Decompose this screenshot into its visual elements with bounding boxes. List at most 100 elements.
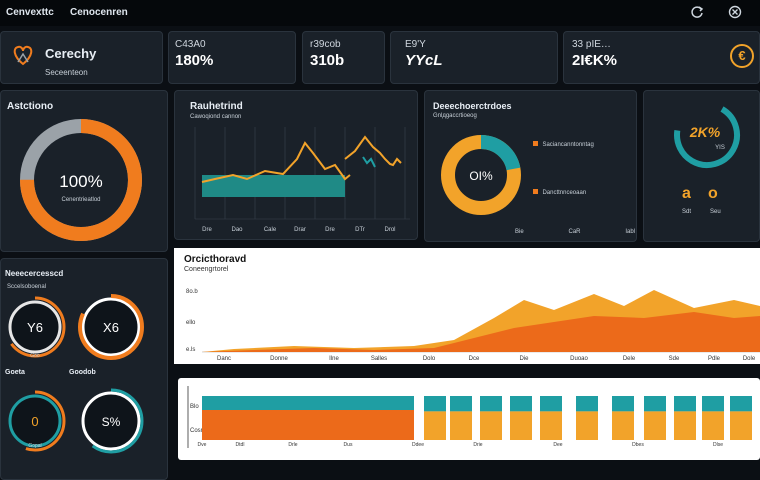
- gauge-row-label: Goeta: [5, 369, 25, 376]
- x-tick: Bie: [515, 229, 524, 235]
- kpi-value: 2І€K%: [572, 52, 618, 69]
- bar-bottom: [510, 411, 532, 440]
- kpi-card[interactable]: C43A0 180%: [168, 31, 296, 84]
- line-chart-series-tail: [344, 135, 402, 167]
- ring-center-text: 2K%: [689, 124, 721, 140]
- gauge-arc: [78, 294, 144, 360]
- y-tick: Cosr: [190, 428, 203, 434]
- x-tick: Dus: [344, 442, 353, 448]
- bar-bottom: [644, 411, 666, 440]
- kpi-value: YYcL: [405, 52, 443, 69]
- ring-panel: 2K% YIS a o Sdt Seu: [643, 90, 760, 242]
- legend-item: Saciancanntonntag: [533, 133, 594, 151]
- area-chart: 8o.b ello e.ls Danc Donne Ilne Salles Do…: [186, 289, 760, 362]
- donut-panel: Deeechoerctrdoes Gnlдgaccrtioeog OI% Sac…: [424, 90, 637, 242]
- x-tick: Iabl: [625, 229, 635, 235]
- gauge-label: Gopal: [28, 443, 41, 449]
- x-tick: Cale: [264, 227, 277, 233]
- brand-subtitle: Seceenteon: [45, 68, 88, 77]
- bar-bottom: [540, 411, 562, 440]
- bar-bottom: [702, 411, 724, 440]
- mini-stat-icon: o: [708, 185, 718, 202]
- donut-x-ticks: Bie CaR Iabl: [515, 229, 635, 235]
- y-tick: e.ls: [186, 347, 195, 353]
- kpi-card[interactable]: 33 рІЕ… 2І€K% €: [563, 31, 760, 84]
- panel-subtitle: Cawoqiond cannon: [190, 114, 242, 120]
- x-tick: Die: [519, 356, 529, 362]
- gauge: S%: [78, 388, 144, 454]
- top-bar-left-title: Cenvexttc: [6, 7, 54, 18]
- bar-top: [702, 396, 724, 412]
- panel-title: Orcicthoravd: [184, 254, 247, 265]
- gauge-value: 0: [31, 414, 38, 429]
- bar-top: [480, 396, 502, 412]
- bar-bottom: [480, 411, 502, 440]
- bar-top: [644, 396, 666, 412]
- x-tick: Donne: [270, 356, 288, 362]
- kpi-value: 180%: [175, 52, 214, 69]
- y-tick: Blo: [190, 404, 199, 410]
- bar-top: [730, 396, 752, 412]
- progress-percent: 100%: [59, 172, 102, 191]
- currency-badge-icon[interactable]: €: [730, 44, 754, 68]
- kpi-card[interactable]: E9'Y YYcL: [390, 31, 558, 84]
- progress-panel: Astctiono 100% Cenentrieatlod: [0, 90, 168, 252]
- x-tick: Dre: [325, 227, 335, 233]
- x-tick: Dve: [198, 442, 207, 448]
- panel-title: Neeecercesscd: [5, 269, 64, 278]
- donut-slice-teal: [441, 135, 521, 215]
- line-chart: Dre Dao Cale Drar Dre DTr Drol: [194, 127, 410, 233]
- x-tick: Dolo: [423, 356, 436, 362]
- refresh-icon[interactable]: [690, 5, 704, 19]
- top-bar: Cenvexttc Cenocenren: [0, 0, 760, 26]
- x-tick: Dele: [623, 356, 636, 362]
- progress-subtext: Cenentrieatlod: [61, 197, 100, 203]
- logo-icon: [13, 45, 33, 66]
- x-tick: Dao: [231, 227, 243, 233]
- mini-stat-label: Seu: [710, 209, 721, 215]
- bar-top: [540, 396, 562, 412]
- gauge-value: X6: [103, 320, 119, 335]
- bar-bottom: [576, 411, 598, 440]
- x-tick: Danc: [217, 356, 231, 362]
- bar-bottom: [424, 411, 446, 440]
- ring-sub-text: YIS: [715, 145, 725, 151]
- kpi-label: E9'Y: [405, 39, 426, 50]
- gauge-arc: [4, 390, 66, 452]
- progress-ring: 100% Cenentrieatlod: [20, 119, 142, 241]
- gauge: Y6 Goo: [4, 296, 66, 359]
- brand-name: Cerechy: [45, 46, 97, 61]
- panel-title: Deeechoerctrdoes: [433, 101, 512, 111]
- bar-top: [612, 396, 634, 412]
- kpi-value: 310b: [310, 52, 345, 69]
- bar-top: [510, 396, 532, 412]
- x-tick: Drle: [288, 442, 297, 448]
- x-tick: Drol: [384, 227, 395, 233]
- mini-stat-label: Sdt: [682, 209, 692, 215]
- gauge-label: Goo: [30, 353, 40, 359]
- bar-bottom: [674, 411, 696, 440]
- close-icon[interactable]: [728, 5, 742, 19]
- bar-chart: Blo Cosr Dve Dtdl Drle Dus Ddee Drie Dee…: [187, 386, 752, 448]
- x-tick: Sde: [669, 356, 680, 362]
- bar-bottom: [612, 411, 634, 440]
- panel-subtitle: Sccelsoboenal: [7, 284, 47, 290]
- line-chart-panel: Rauhetrind Cawoqiond cannon Dre Dao Cale…: [174, 90, 418, 240]
- panel-title: Rauhetrind: [190, 101, 243, 112]
- x-tick: CaR: [568, 229, 581, 235]
- x-tick: Dole: [743, 356, 756, 362]
- x-tick: Duoao: [570, 356, 588, 362]
- line-chart-series-orange: [201, 141, 351, 183]
- x-tick: Dbes: [632, 442, 644, 448]
- x-tick: Dee: [553, 442, 562, 448]
- gauge-arc: [78, 388, 144, 454]
- y-tick: ello: [186, 320, 196, 326]
- bar-top: [424, 396, 446, 412]
- line-chart-series-teal: [362, 156, 376, 168]
- gauge-arc: [4, 296, 66, 358]
- x-tick: Ilne: [329, 356, 339, 362]
- kpi-card[interactable]: r39cob 310b: [302, 31, 385, 84]
- brand-panel: Cerechy Seceenteon: [0, 31, 163, 84]
- gauge-panel: Neeecercesscd Sccelsoboenal Y6 Goo X6 Go…: [0, 258, 168, 480]
- x-tick: Ddee: [412, 442, 424, 448]
